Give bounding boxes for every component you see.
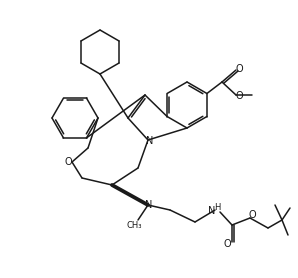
Text: O: O xyxy=(235,64,243,74)
Text: O: O xyxy=(64,157,72,167)
Text: O: O xyxy=(235,91,243,101)
Text: H: H xyxy=(214,202,220,212)
Text: CH₃: CH₃ xyxy=(126,220,142,230)
Text: N: N xyxy=(145,200,153,210)
Text: O: O xyxy=(223,239,231,249)
Text: N: N xyxy=(208,206,216,216)
Text: O: O xyxy=(248,210,256,220)
Text: N: N xyxy=(146,136,154,146)
